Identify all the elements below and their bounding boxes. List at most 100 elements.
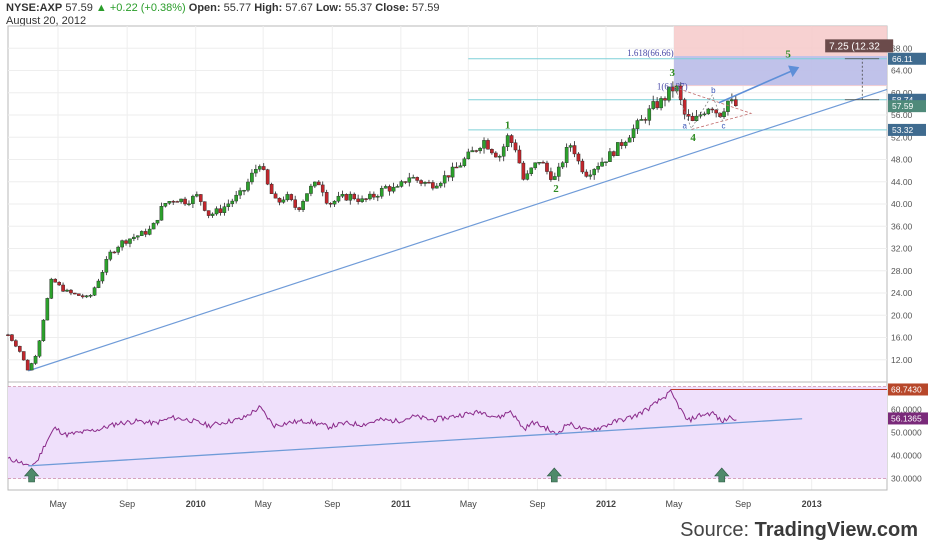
candle: [466, 151, 471, 160]
candle: [521, 162, 526, 180]
rsi-value-tag: 68.7430: [891, 384, 922, 394]
candle: [269, 183, 274, 194]
candle: [96, 280, 101, 288]
candle: [663, 98, 667, 101]
candle: [612, 151, 616, 156]
candle: [128, 238, 132, 244]
candle: [305, 193, 309, 202]
candle: [718, 112, 722, 118]
source-brand[interactable]: TradingView.com: [754, 519, 918, 541]
source-credit: Source: TradingView.com: [680, 519, 918, 542]
candle: [572, 145, 577, 155]
candle: [344, 194, 349, 201]
candle: [450, 166, 455, 178]
high-value: 57.67: [285, 2, 313, 14]
candle: [686, 114, 691, 117]
candle: [124, 240, 128, 244]
candle: [470, 150, 475, 153]
candle: [490, 149, 494, 154]
candle: [116, 246, 120, 253]
candle: [584, 171, 589, 177]
candle: [214, 208, 219, 215]
candle: [320, 184, 325, 193]
candle: [238, 190, 242, 196]
candle: [143, 231, 148, 235]
candle: [619, 142, 624, 146]
candle: [88, 295, 93, 297]
level-tag: 53.32: [892, 125, 914, 135]
candle: [706, 108, 711, 115]
x-tick-label: May: [665, 499, 683, 509]
y-tick-label: 24.00: [891, 288, 913, 298]
level-tag: 66.11: [892, 54, 913, 64]
candle: [61, 284, 65, 292]
projection-arrowhead: [788, 65, 800, 78]
candle: [690, 116, 695, 122]
candle: [659, 98, 663, 109]
candle: [25, 359, 30, 371]
symbol: NYSE:AXP: [6, 2, 63, 14]
candle: [478, 148, 482, 152]
candle: [163, 203, 168, 207]
candle: [427, 182, 431, 184]
candle: [675, 85, 679, 92]
candle: [442, 175, 447, 184]
candle: [281, 199, 286, 203]
candle: [352, 193, 357, 200]
candle: [324, 192, 329, 204]
candle: [411, 177, 416, 179]
x-tick-label: 2012: [596, 499, 616, 509]
candle: [596, 166, 600, 170]
candle: [730, 99, 734, 102]
candle: [682, 99, 687, 115]
candle: [139, 231, 144, 236]
high-label: High:: [254, 2, 283, 14]
candle: [210, 213, 215, 216]
x-tick-label: Sep: [324, 499, 340, 509]
change-up-icon: ▲: [95, 2, 107, 14]
candle: [155, 219, 160, 224]
y-tick-label: 60.00: [891, 88, 913, 98]
fib-label: 1(61.37): [657, 81, 688, 91]
target-label-bg: [825, 39, 894, 53]
candle: [494, 152, 498, 158]
change-value: +0.22 (+0.38%): [109, 2, 186, 14]
candle: [438, 182, 443, 187]
candle: [29, 363, 34, 371]
candle: [309, 185, 313, 194]
last-price: 57.59: [65, 2, 93, 14]
y-tick-label: 36.00: [891, 221, 913, 231]
candle: [376, 196, 380, 198]
chart-header: NYSE:AXP 57.59 ▲ +0.22 (+0.38%) Open: 55…: [6, 2, 440, 14]
candle: [84, 295, 89, 298]
candle: [112, 251, 117, 254]
y-tick-label: 20.00: [891, 310, 913, 320]
candle: [108, 251, 113, 260]
y-tick-label: 56.00: [891, 110, 913, 120]
candle: [45, 298, 50, 321]
candle: [702, 113, 707, 116]
close-label: Close:: [375, 2, 409, 14]
candle: [198, 194, 203, 202]
candle: [509, 135, 514, 143]
up-arrow-icon: [23, 467, 40, 483]
candle: [183, 198, 187, 205]
candle: [671, 86, 675, 92]
candle: [159, 206, 164, 221]
candle: [120, 240, 124, 248]
candle: [403, 181, 408, 183]
candle: [257, 166, 262, 170]
candle: [316, 181, 321, 186]
x-tick-label: 2011: [391, 499, 411, 509]
candle: [175, 201, 179, 203]
y-tick-label: 12.00: [891, 355, 913, 365]
candle: [529, 167, 534, 174]
candle: [289, 194, 294, 200]
candle: [226, 203, 231, 207]
rsi-value-tag-bg: [888, 383, 928, 396]
wave-label: 3: [670, 67, 676, 79]
candle: [497, 156, 502, 158]
candle: [458, 165, 463, 168]
candle: [615, 142, 620, 156]
